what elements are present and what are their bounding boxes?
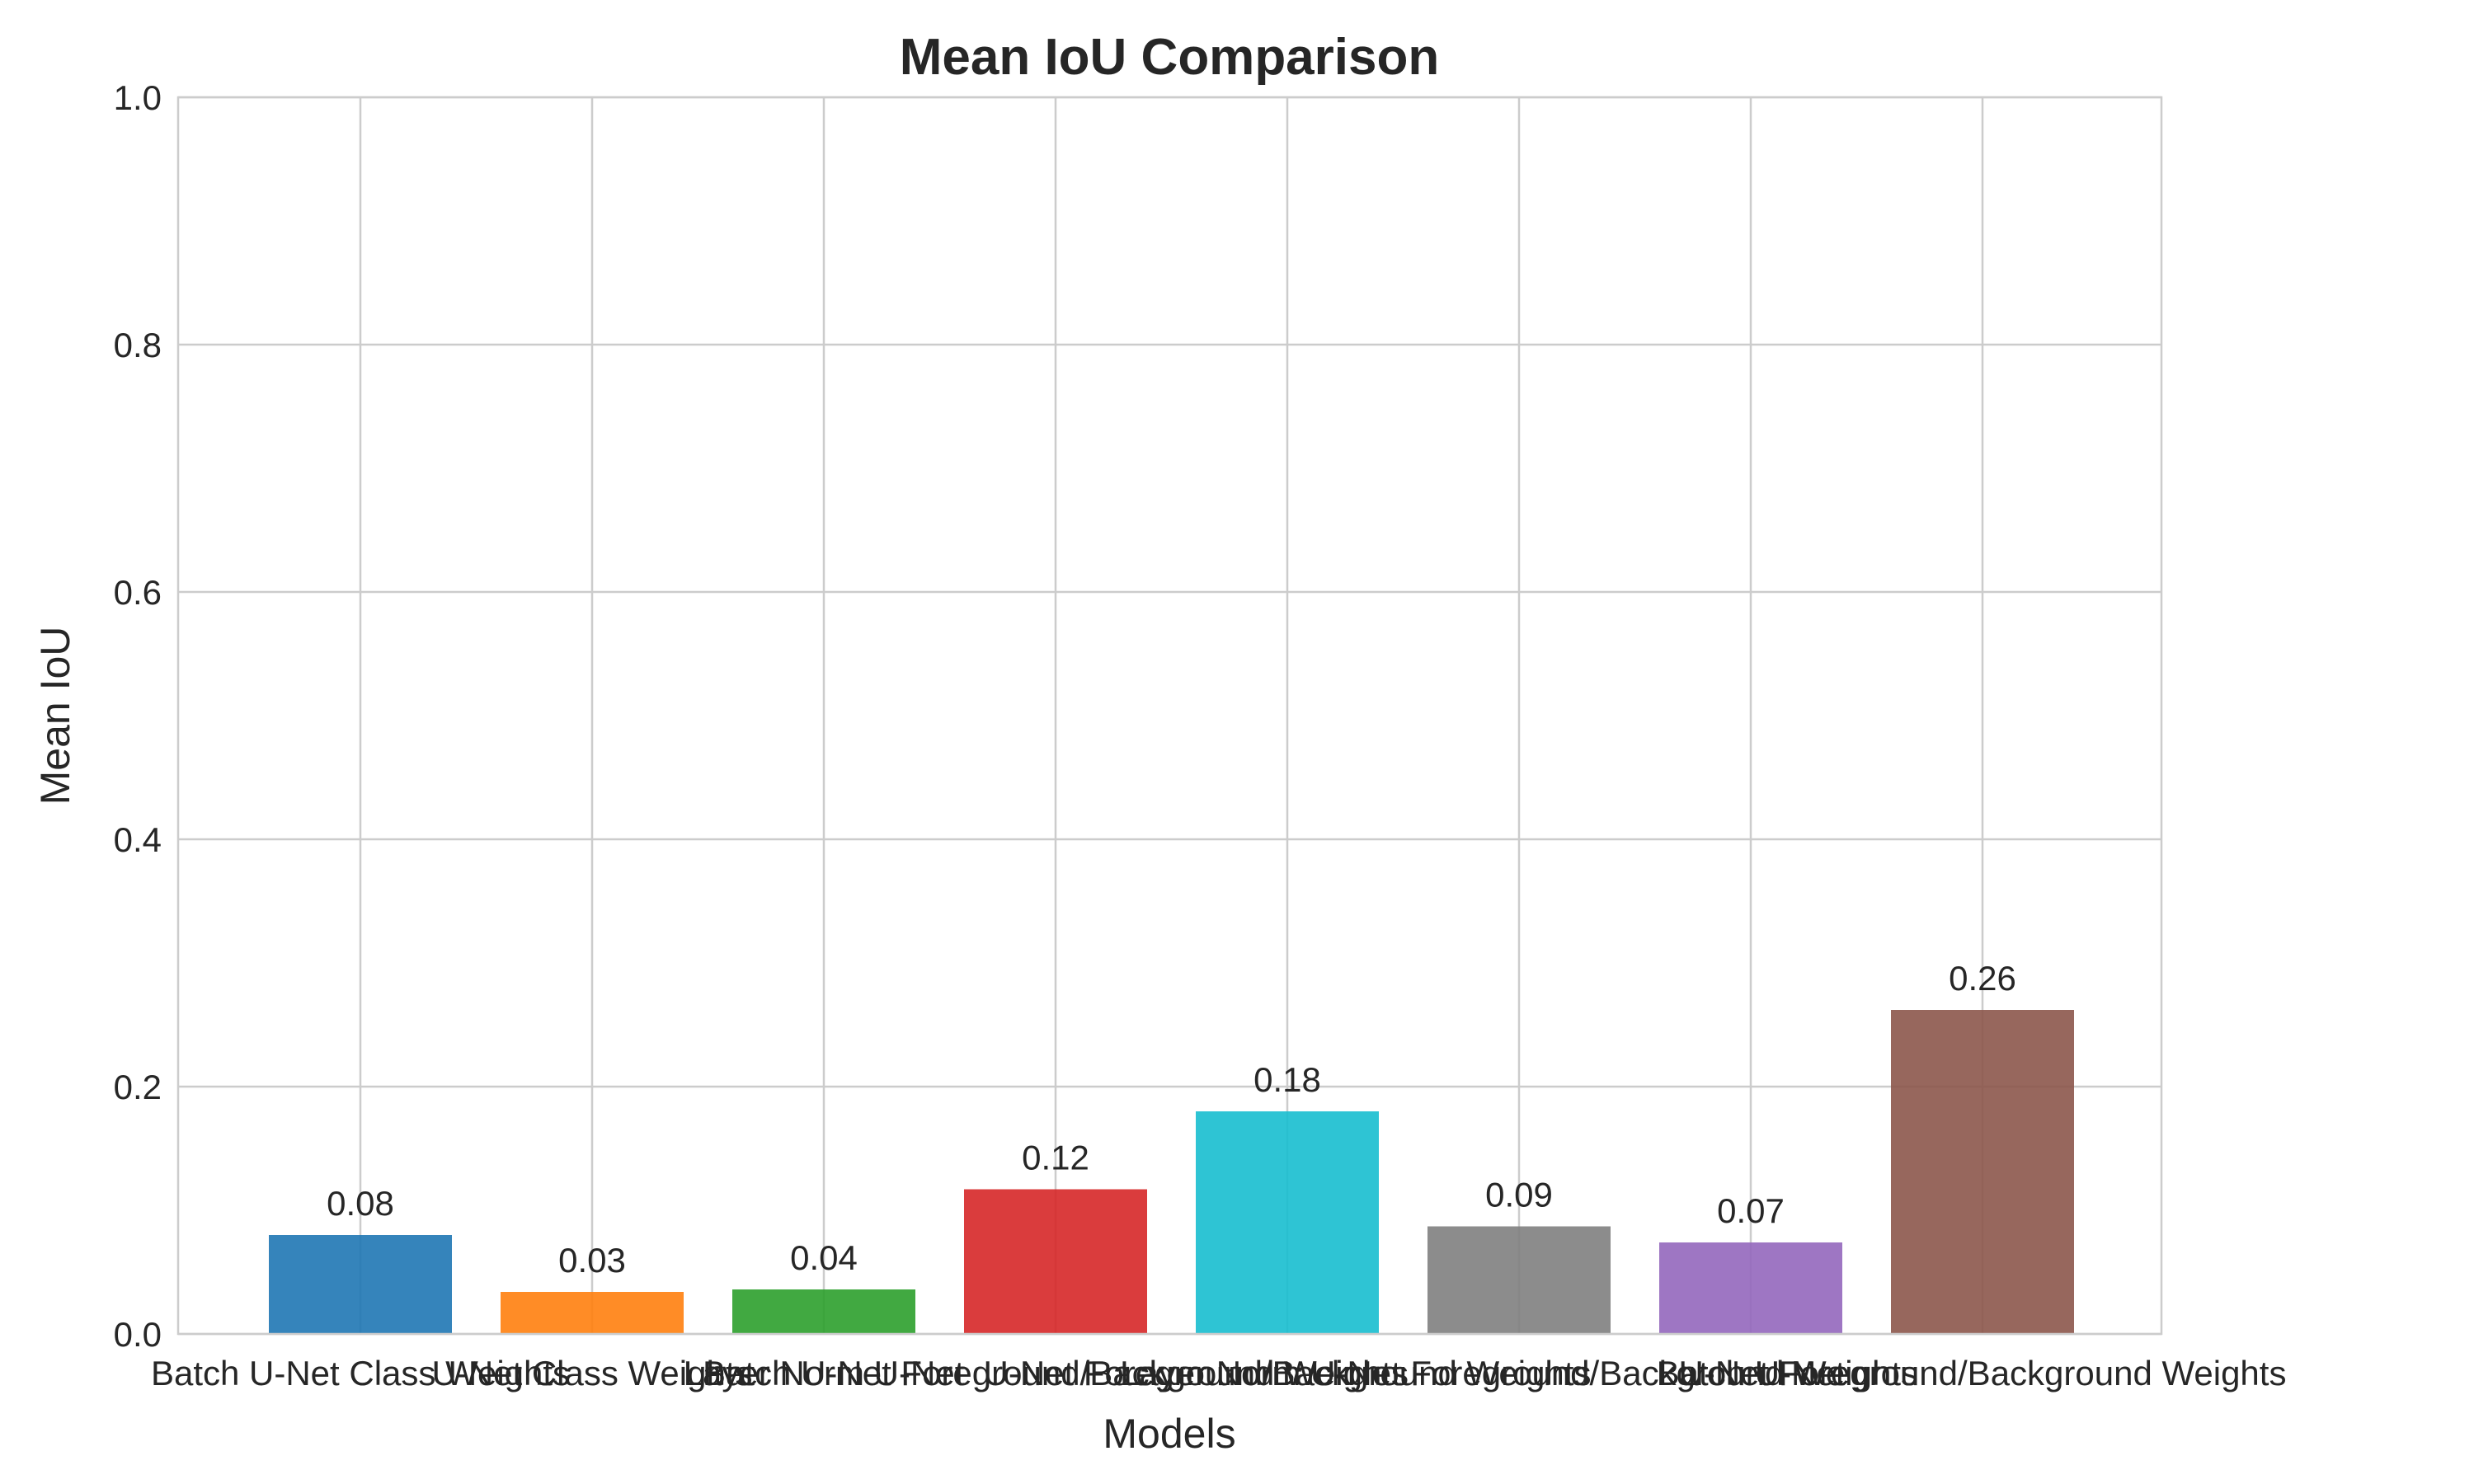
chart-title: Mean IoU Comparison — [900, 29, 1440, 86]
bar — [1196, 1111, 1379, 1334]
bar-value-label: 0.04 — [790, 1238, 858, 1277]
bar-value-label: 0.18 — [1253, 1060, 1321, 1099]
x-tick-label: Layer Norm U-Net Foreground/Background W… — [1120, 1354, 1918, 1392]
y-tick-label: 0.4 — [114, 820, 162, 859]
x-tick-label: Layer Norm U-Net — [684, 1354, 965, 1392]
x-tick-label: U-Net Foreground/Background Weights — [1679, 1354, 2287, 1392]
bar-value-label: 0.03 — [558, 1241, 626, 1280]
y-tick-label: 1.0 — [114, 78, 162, 117]
y-tick-label: 0.0 — [114, 1315, 162, 1354]
bar — [501, 1292, 684, 1334]
y-tick-label: 0.2 — [114, 1068, 162, 1106]
y-tick-label: 0.8 — [114, 326, 162, 364]
bar — [732, 1289, 915, 1334]
bar — [269, 1235, 452, 1334]
plot-frame — [176, 96, 2163, 1336]
y-axis-label: Mean IoU — [32, 627, 78, 805]
bar-layer — [269, 1010, 2074, 1334]
y-tick-label: 0.6 — [114, 573, 162, 612]
bar-value-label: 0.12 — [1022, 1139, 1089, 1177]
label-layer: 0.0 0.2 0.4 0.6 0.8 1.0 0.08 Batch U-Net Class … — [114, 78, 2287, 1392]
bar-value-label: 0.08 — [327, 1184, 394, 1223]
bar-value-label: 0.26 — [1949, 959, 2016, 998]
x-tick-label: Batch U-Net Class Weights — [151, 1354, 570, 1392]
bar — [1891, 1010, 2074, 1334]
x-tick-label: U-Net Class Weights — [432, 1354, 753, 1392]
bar-value-label: 0.07 — [1717, 1191, 1785, 1230]
x-tick-label: U-Net Foreground/Background Weights — [984, 1354, 1592, 1392]
x-tick-label: Batch U-Net — [1657, 1354, 1846, 1392]
bar — [964, 1189, 1147, 1334]
bar — [1659, 1242, 1842, 1334]
bar — [1427, 1226, 1611, 1334]
bar-value-label: 0.09 — [1485, 1176, 1553, 1214]
grid-layer — [178, 96, 2161, 1336]
x-axis-label: Models — [1103, 1411, 1235, 1457]
x-tick-label: Batch U-Net Foreground/Background Weight… — [703, 1354, 1409, 1392]
